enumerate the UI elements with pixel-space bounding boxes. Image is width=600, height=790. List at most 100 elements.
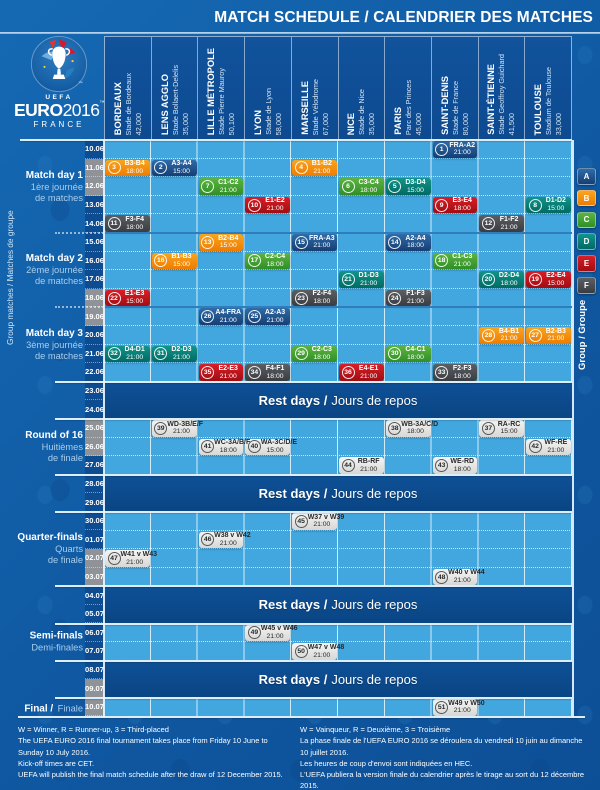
phase-divider <box>55 585 572 588</box>
date-cell: 24.06 <box>85 400 104 419</box>
venue-capacity: 58,000 <box>273 112 283 135</box>
match-box: 10 E1-E2 21:00 <box>245 196 291 214</box>
match-code: FRA-A3 <box>309 234 335 242</box>
match-number: 44 <box>341 458 355 472</box>
match-number: 24 <box>388 291 402 305</box>
title-divider <box>0 32 600 34</box>
match-code: B3-B4 <box>124 160 145 168</box>
date-cell: 13.06 <box>85 195 104 215</box>
rest-days-band: Rest days / Jours de repos <box>104 586 572 624</box>
match-number: 25 <box>247 310 261 324</box>
match-text: WC-3A/B/F 18:00 <box>214 439 250 454</box>
match-kickoff-time: 15:00 <box>172 261 190 268</box>
match-number: 37 <box>481 421 495 435</box>
match-number: 28 <box>481 328 495 342</box>
date-cell: 02.07 <box>85 549 104 568</box>
match-code: F4-F1 <box>265 364 285 372</box>
match-box: 48 W40 v W44 21:00 <box>432 568 485 586</box>
match-text: C1-C2 21:00 <box>214 179 243 194</box>
match-number: 2 <box>154 161 168 175</box>
match-number: 45 <box>294 514 308 528</box>
match-number: 50 <box>294 644 308 658</box>
date-cell: 09.07 <box>85 679 104 698</box>
venue-city: MARSEILLE <box>299 81 310 135</box>
phase-subtitle: Demi-finales <box>31 642 83 653</box>
match-code: F3-F4 <box>125 215 144 223</box>
svg-text:™: ™ <box>78 80 82 85</box>
match-text: FRA-A3 21:00 <box>308 235 337 250</box>
footer-line: L'UEFA publiera la version finale du cal… <box>300 770 585 790</box>
match-text: B2-B3 21:00 <box>542 328 571 343</box>
match-text: W41 v W43 21:00 <box>121 551 158 566</box>
match-box: 38 WB-3A/C/D 18:00 <box>385 419 438 437</box>
phase-divider <box>55 511 572 513</box>
match-code: E3-E4 <box>452 197 472 205</box>
match-box: 30 C4-C1 18:00 <box>385 345 431 363</box>
match-code: W37 v W39 <box>307 513 345 521</box>
venue-stadium: Stadium de Toulouse <box>544 66 554 135</box>
match-number: 30 <box>388 347 402 361</box>
match-number: 38 <box>388 421 402 435</box>
footer-line: Les heures de coup d'envoi sont indiquée… <box>300 758 473 768</box>
match-kickoff-time: 21:00 <box>547 447 565 454</box>
match-code: B1-B2 <box>311 160 332 168</box>
match-box: 32 D4-D1 21:00 <box>105 345 150 363</box>
matchday-divider <box>104 306 572 309</box>
match-code: E2-E3 <box>218 364 238 372</box>
venue-city: LYON <box>252 110 263 135</box>
page-title: MATCH SCHEDULE / CALENDRIER DES MATCHES <box>214 9 593 26</box>
legend-group-A: A <box>577 168 596 185</box>
grid-row <box>104 345 572 364</box>
match-text: B3-B4 18:00 <box>121 160 150 175</box>
match-number: 21 <box>341 272 355 286</box>
phase-divider <box>55 473 572 476</box>
phase-subtitle: de matches <box>34 350 83 361</box>
match-kickoff-time: 18:00 <box>313 354 331 361</box>
match-number: 34 <box>247 365 261 379</box>
match-text: F1-F3 21:00 <box>401 290 430 305</box>
date-cell: 08.07 <box>85 660 104 680</box>
grid-row <box>104 307 572 326</box>
footer-english: W = Winner, R = Runner-up, 3 = Third-pla… <box>18 724 286 780</box>
match-code: W40 v W44 <box>448 569 485 577</box>
match-text: WA-3C/D/E 15:00 <box>260 439 298 454</box>
match-box: 41 WC-3A/B/F 18:00 <box>198 438 250 456</box>
phase-subtitle: 3ème journée <box>26 339 83 350</box>
match-kickoff-time: 21:00 <box>219 540 237 547</box>
match-number: 14 <box>388 235 402 249</box>
match-number: 47 <box>107 551 121 565</box>
match-text: E4-E1 21:00 <box>355 365 384 380</box>
match-kickoff-time: 21:00 <box>406 298 424 306</box>
group-groupe-caption: Group / Groupe <box>577 299 588 371</box>
match-kickoff-time: 18:00 <box>313 298 331 306</box>
venue-city: SAINT-ÉTIENNE <box>486 64 497 135</box>
phase-label-md1: Match day 1 1ère journée de matches <box>0 169 83 203</box>
match-number: 18 <box>435 254 449 268</box>
match-box: 50 W47 v W48 21:00 <box>292 643 344 660</box>
venue-city: BORDEAUX <box>112 81 123 135</box>
phase-title: Round of 16 <box>25 429 83 441</box>
match-number: 31 <box>154 347 168 361</box>
match-kickoff-time: 21:00 <box>360 372 378 380</box>
match-code: WA-3C/D/E <box>260 439 298 447</box>
date-cell: 10.07 <box>85 697 104 717</box>
rest-days-band: Rest days / Jours de repos <box>104 474 572 512</box>
france-wordmark: FRANCE <box>33 120 85 130</box>
grid-row <box>104 438 572 457</box>
match-code: C1-C2 <box>218 178 239 186</box>
venue-capacity: 80,000 <box>460 112 470 135</box>
match-kickoff-time: 21:00 <box>453 707 471 715</box>
match-code: WD-3B/E/F <box>167 420 204 428</box>
match-number: 19 <box>528 272 542 286</box>
phase-subtitle: Huitièmes <box>41 441 83 452</box>
match-kickoff-time: 15:00 <box>406 186 424 194</box>
date-cell: 12.06 <box>85 177 104 196</box>
match-kickoff-time: 21:00 <box>500 223 518 231</box>
rest-days-band: Rest days / Jours de repos <box>104 660 572 698</box>
match-kickoff-time: 18:00 <box>453 465 471 473</box>
phase-subtitle: de finale <box>47 555 83 566</box>
grid-bottom-line <box>18 716 585 719</box>
match-box: 13 B2-B4 15:00 <box>198 233 244 251</box>
venue-capacity: 33,000 <box>554 112 564 135</box>
legend-group-B: B <box>577 189 596 207</box>
